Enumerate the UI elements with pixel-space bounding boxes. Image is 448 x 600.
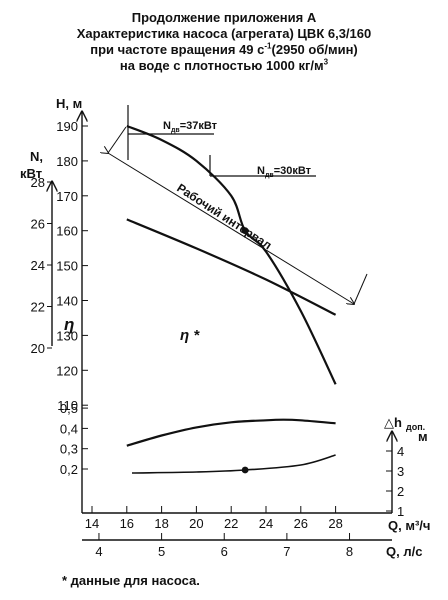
title-line-3: при частоте вращения 49 с-1(2950 об/мин) xyxy=(90,41,358,57)
npsh-tick-label: 1 xyxy=(397,504,404,519)
power-curve xyxy=(126,218,337,316)
npsh-tick-label: 2 xyxy=(397,484,404,499)
npsh-tick-label: 3 xyxy=(397,464,404,479)
npsh-duty-point xyxy=(241,466,249,474)
head-tick-label: 130 xyxy=(56,328,78,343)
npsh-axis-label-unit: м xyxy=(418,429,428,444)
working-range-arrow xyxy=(108,153,354,304)
head-tick-label: 190 xyxy=(56,119,78,134)
working-range-label: Рабочий интервал xyxy=(174,181,274,253)
power-axis-label-1: N, xyxy=(30,149,43,164)
range-end-marker-left xyxy=(107,126,127,154)
npsh-tick-label: 4 xyxy=(397,444,404,459)
efficiency-star-label: η * xyxy=(180,327,200,344)
power-tick-label: 26 xyxy=(31,217,45,232)
footnote: * данные для насоса. xyxy=(62,573,200,588)
q-m3h-tick-label: 16 xyxy=(120,516,134,531)
power-tick-label: 20 xyxy=(31,341,45,356)
power-tick-label: 28 xyxy=(31,175,45,190)
q-ls-tick-label: 7 xyxy=(283,544,290,559)
q-ls-tick-label: 4 xyxy=(95,544,102,559)
chart-title: Продолжение приложения А Характеристика … xyxy=(0,10,448,74)
power-tick-label: 22 xyxy=(31,300,45,315)
q-m3h-tick-label: 14 xyxy=(85,516,99,531)
q-m3h-tick-label: 24 xyxy=(259,516,273,531)
q-ls-tick-label: 6 xyxy=(221,544,228,559)
power-axis-label-2: кВт xyxy=(20,166,42,181)
efficiency-tick-label: 0,5 xyxy=(60,401,78,416)
power-tick-label: 24 xyxy=(31,258,45,273)
efficiency-tick-label: 0,3 xyxy=(60,442,78,457)
q-m3h-tick-label: 26 xyxy=(294,516,308,531)
q-m3h-tick-label: 20 xyxy=(189,516,203,531)
q-ls-tick-label: 8 xyxy=(346,544,353,559)
head-tick-label: 140 xyxy=(56,294,78,309)
head-tick-label: 160 xyxy=(56,224,78,239)
q-m3h-tick-label: 28 xyxy=(328,516,342,531)
q-m3h-tick-label: 18 xyxy=(154,516,168,531)
npsh-curve xyxy=(131,454,336,474)
efficiency-tick-label: 0,4 xyxy=(60,421,78,436)
q-m3h-axis-label: Q, м³/ч xyxy=(388,518,430,533)
efficiency-curve xyxy=(126,418,336,447)
head-tick-label: 120 xyxy=(56,363,78,378)
npsh-axis-label-main: △h xyxy=(384,415,402,430)
motor-power-note-37: Nдв=37кВт xyxy=(163,120,218,134)
efficiency-axis-label: η xyxy=(64,315,74,334)
range-end-marker-right xyxy=(353,273,368,305)
title-line-2: Характеристика насоса (агрегата) ЦВК 6,3… xyxy=(76,26,372,41)
head-tick-label: 170 xyxy=(56,189,78,204)
motor-power-note-30: Nдв=30кВт xyxy=(257,165,312,179)
q-ls-tick-label: 5 xyxy=(158,544,165,559)
title-line-1: Продолжение приложения А xyxy=(131,10,317,25)
npsh-axis-label-sub: доп. xyxy=(406,422,425,432)
q-ls-axis-label: Q, л/с xyxy=(386,544,422,559)
head-tick-label: 110 xyxy=(57,398,78,413)
head-tick-label: 180 xyxy=(56,154,78,169)
head-tick-label: 150 xyxy=(56,259,78,274)
title-line-4: на воде с плотностью 1000 кг/м3 xyxy=(119,57,329,73)
head-axis-label: H, м xyxy=(56,96,82,111)
efficiency-tick-label: 0,2 xyxy=(60,462,78,477)
q-m3h-tick-label: 22 xyxy=(224,516,238,531)
